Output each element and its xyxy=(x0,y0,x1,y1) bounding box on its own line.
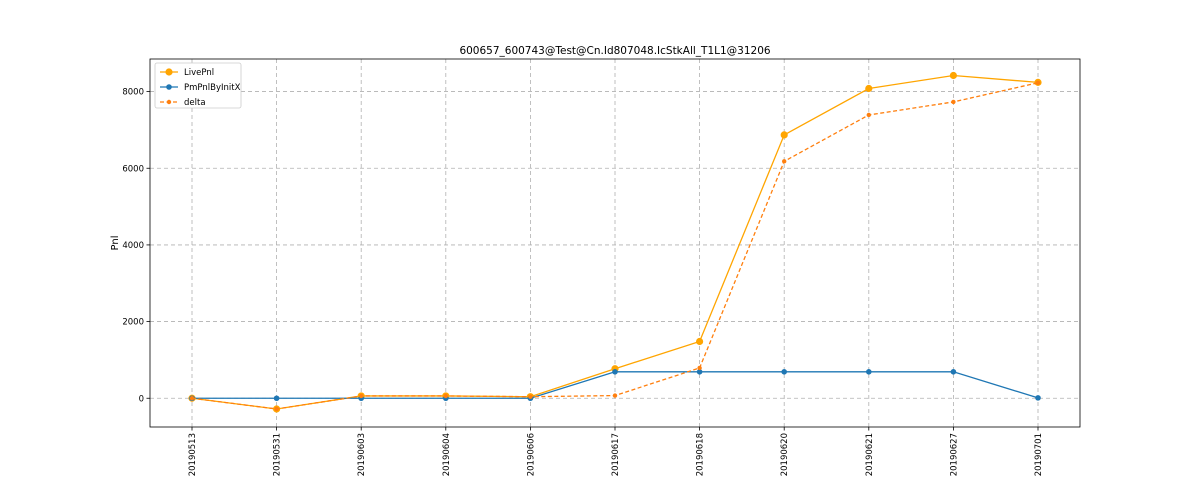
legend-item: delta xyxy=(160,98,206,108)
legend-swatch-marker xyxy=(166,99,172,105)
x-tick-label: 20190701 xyxy=(1034,433,1044,476)
y-tick-label: 6000 xyxy=(122,164,144,174)
x-tick-label: 20190621 xyxy=(865,433,875,476)
x-tick-label: 20190606 xyxy=(526,433,536,476)
legend: LivePnl PmPnlByInitX delta xyxy=(154,62,242,109)
data-point xyxy=(528,394,533,399)
data-point xyxy=(949,71,958,80)
data-point xyxy=(696,337,704,346)
data-point xyxy=(273,395,280,402)
x-tick-label: 20190617 xyxy=(611,433,621,476)
legend-box xyxy=(154,62,242,109)
x-tick-label: 20190618 xyxy=(696,433,706,476)
y-tick-label: 2000 xyxy=(122,318,144,328)
data-point xyxy=(612,393,618,398)
data-point xyxy=(866,112,871,118)
data-point xyxy=(782,159,787,164)
data-point xyxy=(189,396,195,401)
x-tick-label: 20190531 xyxy=(273,433,283,476)
legend-label: PmPnlByInitX xyxy=(184,83,241,93)
y-tick-label: 4000 xyxy=(122,241,144,251)
data-point xyxy=(781,369,787,375)
data-point xyxy=(866,369,872,375)
x-tick-label: 20190620 xyxy=(780,433,790,476)
data-point xyxy=(443,393,448,399)
y-axis-label: Pnl xyxy=(110,236,121,251)
x-tick-label: 20190513 xyxy=(188,433,198,476)
data-point xyxy=(697,365,702,371)
data-point xyxy=(274,406,279,412)
legend-item: LivePnl xyxy=(160,68,214,78)
series-delta xyxy=(189,80,1041,412)
legend-swatch-marker xyxy=(166,84,172,90)
data-point xyxy=(1035,395,1041,401)
x-tick-label: 20190627 xyxy=(949,433,959,476)
chart-title: 600657_600743@Test@Cn.Id807048.IcStkAll_… xyxy=(459,45,770,57)
y-tick-label: 0 xyxy=(139,394,144,404)
y-tick-label: 8000 xyxy=(122,88,144,98)
data-point xyxy=(951,99,956,105)
legend-label: LivePnl xyxy=(184,68,214,78)
data-point xyxy=(780,131,788,139)
data-point xyxy=(1035,80,1041,85)
x-tick-label: 20190604 xyxy=(442,433,452,476)
data-point xyxy=(950,369,957,375)
legend-label: delta xyxy=(184,98,206,108)
legend-item: PmPnlByInitX xyxy=(160,83,241,93)
data-point xyxy=(696,369,703,375)
data-point xyxy=(612,369,618,375)
legend-swatch-marker xyxy=(165,68,173,76)
x-tick-label: 20190603 xyxy=(357,433,367,476)
data-point xyxy=(359,393,364,399)
data-point xyxy=(865,84,873,93)
